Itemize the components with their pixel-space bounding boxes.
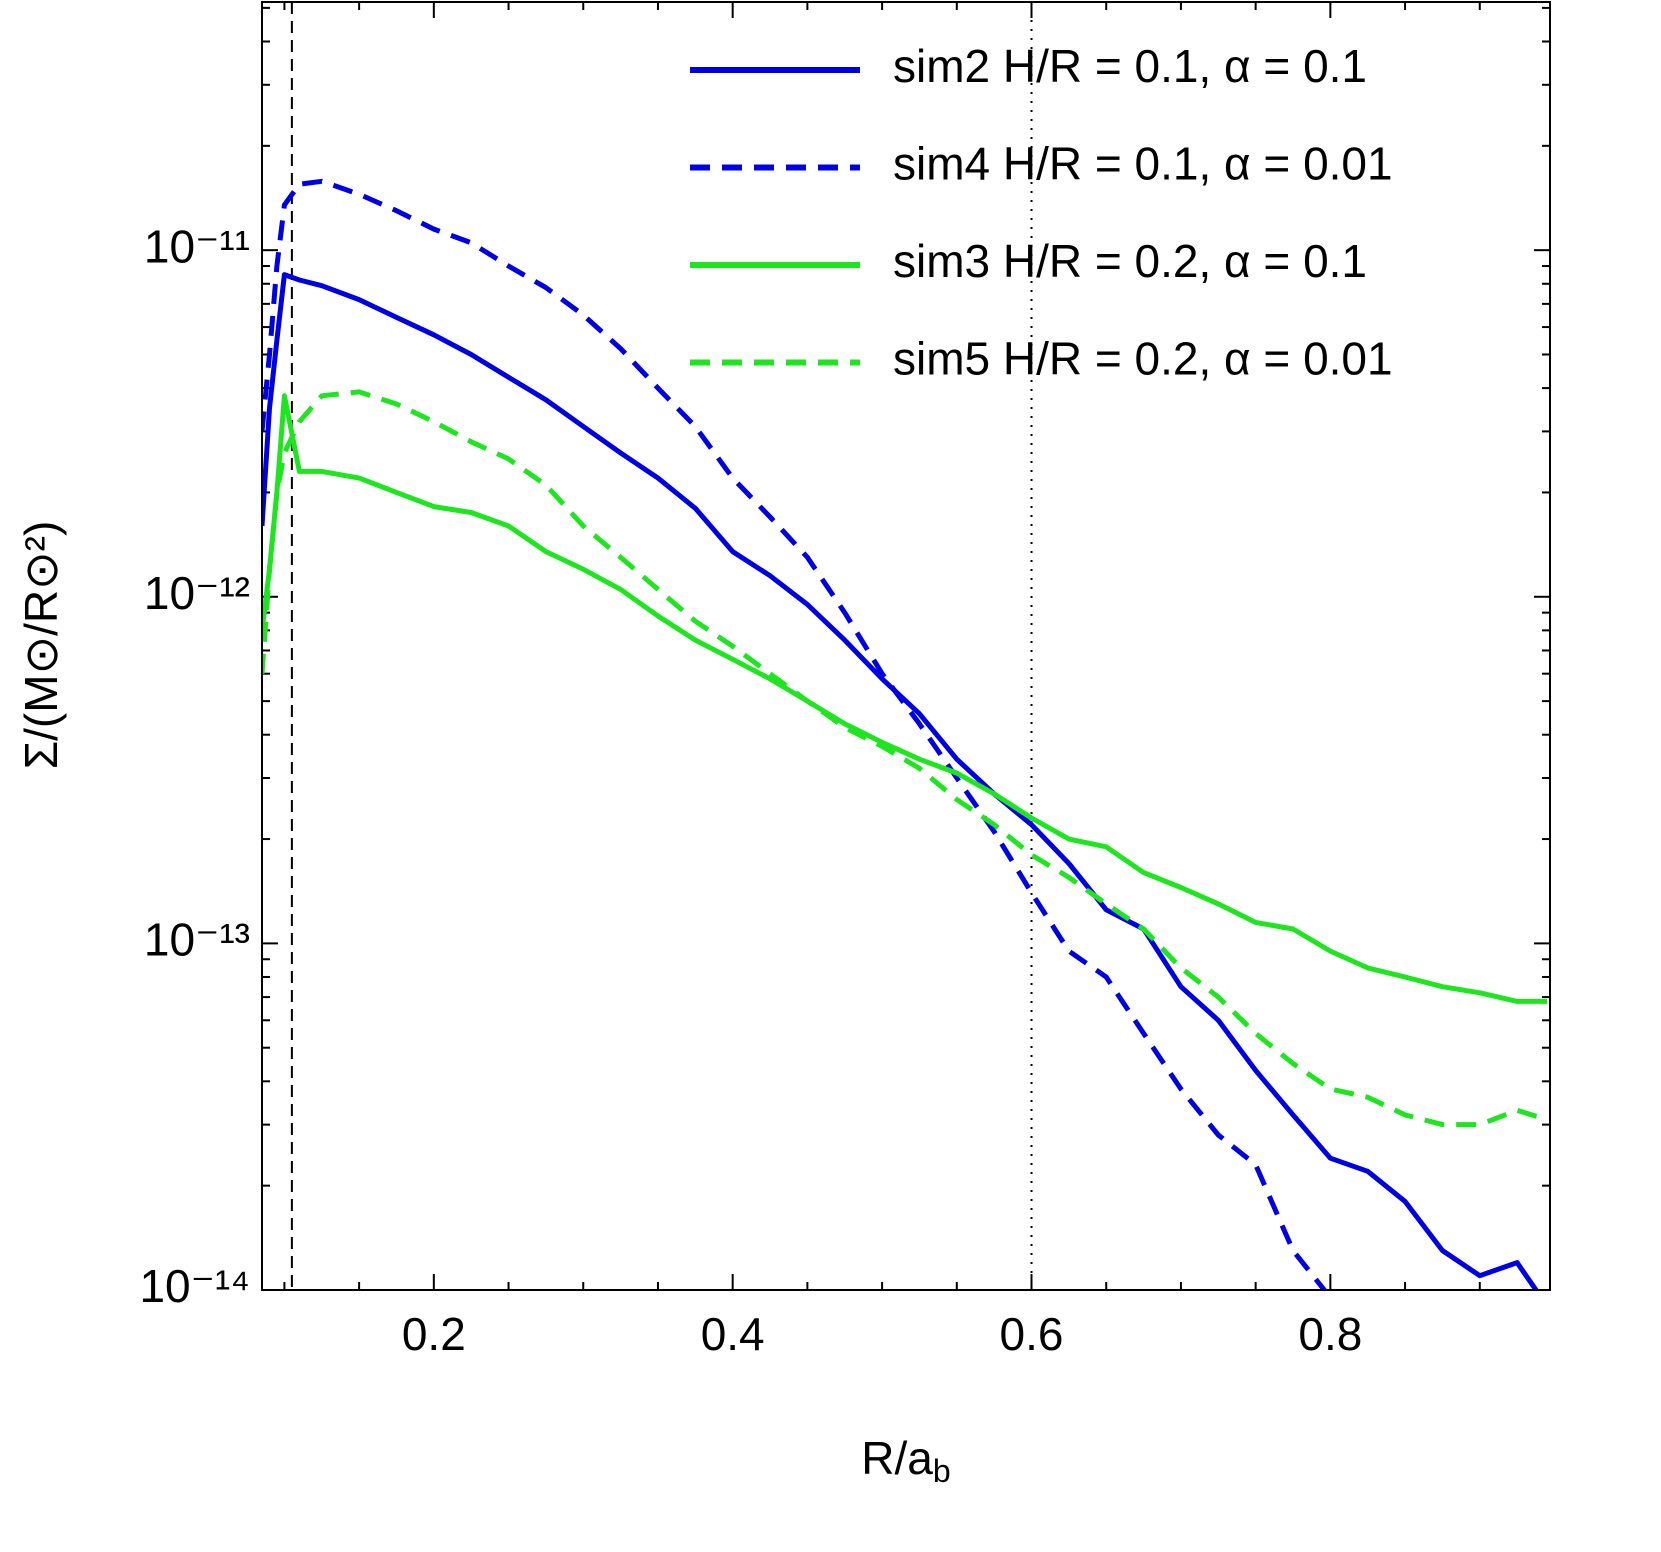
y-tick-label: 10⁻¹⁴ <box>139 1260 250 1312</box>
y-tick-label: 10⁻¹¹ <box>144 220 250 272</box>
series-line <box>262 178 1328 1290</box>
x-tick-label: 0.8 <box>1298 1308 1362 1360</box>
x-axis-label-main: R/a <box>861 1432 933 1484</box>
x-tick-label: 0.4 <box>701 1308 765 1360</box>
y-tick-label: 10⁻¹² <box>144 567 250 619</box>
plot-frame <box>261 1 1551 1291</box>
series-line <box>262 272 1540 1290</box>
x-axis-label: R/ab <box>861 1432 950 1489</box>
plot-area <box>262 178 1548 1290</box>
y-tick-label: 10⁻¹³ <box>144 914 250 966</box>
x-tick-label: 0.6 <box>1000 1308 1064 1360</box>
series-line <box>262 389 1548 1128</box>
x-tick-label: 0.2 <box>402 1308 466 1360</box>
legend-label: sim4 H/R = 0.1, α = 0.01 <box>893 138 1393 190</box>
legend-label: sim3 H/R = 0.2, α = 0.1 <box>893 235 1367 287</box>
legend-label: sim5 H/R = 0.2, α = 0.01 <box>893 333 1393 385</box>
y-axis-label: Σ/(M⊙/R⊙²) <box>15 521 67 770</box>
x-axis-label-sub: b <box>933 1453 951 1489</box>
series-line <box>262 393 1547 1004</box>
legend-label: sim2 H/R = 0.1, α = 0.1 <box>893 40 1367 92</box>
